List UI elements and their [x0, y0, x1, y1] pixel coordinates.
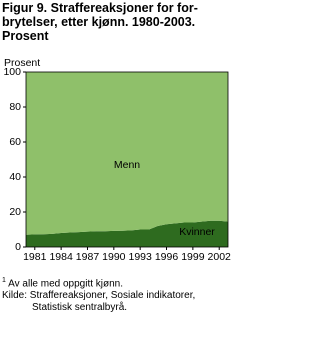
plot-frame: [25, 71, 229, 248]
x-tick-label: 1996: [155, 251, 179, 263]
y-tick-label: 80: [9, 101, 21, 113]
x-tick-label: 1987: [76, 251, 100, 263]
area: [26, 220, 228, 247]
footnote-text: Av alle med oppgitt kjønn.: [8, 278, 124, 290]
title-line: Figur 9. Straffereaksjoner for for-: [2, 1, 198, 15]
x-tick-label: 1984: [49, 251, 73, 263]
chart-title: Figur 9. Straffereaksjoner for for- bryt…: [2, 1, 198, 43]
page: Figur 9. Straffereaksjoner for for- bryt…: [2, 1, 232, 314]
source: Statistisk sentralbyrå.: [32, 302, 128, 314]
area: [26, 72, 228, 235]
source: Kilde: Straffereaksjoner, Sosiale indika…: [2, 290, 196, 302]
y-axis-label: Prosent: [4, 57, 40, 69]
x-tick-label: 2002: [208, 251, 232, 263]
x-tick-label: 1999: [181, 251, 205, 263]
x-tick-label: 1990: [102, 251, 126, 263]
y-tick-label: 0: [15, 241, 21, 253]
series-label: Kvinner: [179, 226, 215, 238]
x-tick-label: 1981: [23, 251, 47, 263]
series-label: Menn: [114, 159, 140, 171]
footnote: 1 Av alle med oppgitt kjønn.: [2, 275, 195, 290]
footnote-mark: 1: [2, 277, 6, 284]
footnotes: 1 Av alle med oppgitt kjønn. Kilde: Stra…: [2, 275, 195, 314]
y-tick-label: 40: [9, 171, 21, 183]
y-tick-label: 100: [3, 66, 21, 78]
y-tick-label: 60: [9, 136, 21, 148]
title-line: Prosent: [2, 29, 49, 43]
y-tick-label: 20: [9, 206, 21, 218]
title-line: brytelser, etter kjønn. 1980-2003.: [2, 15, 196, 29]
x-tick-label: 1993: [128, 251, 152, 263]
